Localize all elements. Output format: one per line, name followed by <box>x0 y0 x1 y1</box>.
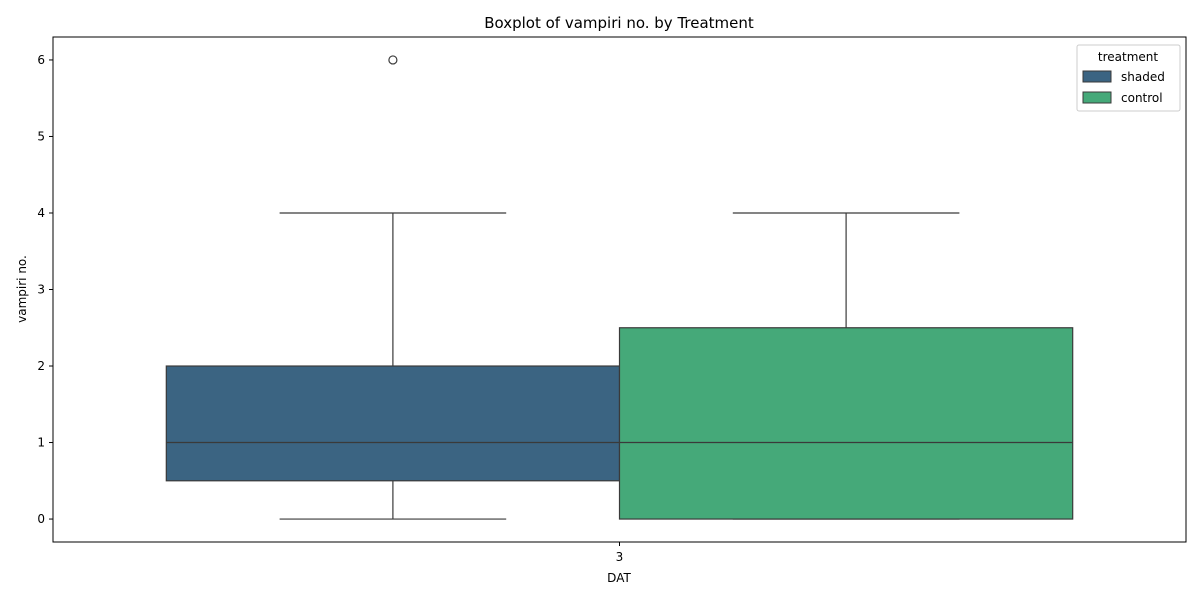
plot-area <box>165 55 1074 520</box>
y-tick-label: 2 <box>37 359 45 373</box>
x-axis: 3 <box>616 542 624 564</box>
legend-label-control: control <box>1121 91 1163 105</box>
legend-swatch-control <box>1082 91 1112 104</box>
y-tick-label: 6 <box>37 53 45 67</box>
y-axis-label: vampiri no. <box>15 255 29 323</box>
y-tick-label: 0 <box>37 512 45 526</box>
box-iqr <box>165 365 621 482</box>
y-tick-label: 5 <box>37 129 45 143</box>
outlier-point <box>388 55 398 65</box>
y-tick-label: 4 <box>37 206 45 220</box>
y-tick-label: 1 <box>37 436 45 450</box>
box-iqr <box>618 327 1074 520</box>
chart-title: Boxplot of vampiri no. by Treatment <box>484 14 754 32</box>
legend-label-shaded: shaded <box>1121 70 1165 84</box>
y-axis: 0 1 2 3 4 5 6 <box>37 53 53 526</box>
y-tick-label: 3 <box>37 283 45 297</box>
box-shaded <box>165 55 621 520</box>
x-axis-label: DAT <box>607 571 631 585</box>
legend: treatment shaded control <box>1076 44 1181 112</box>
x-tick-label: 3 <box>616 550 624 564</box>
box-control <box>618 212 1074 520</box>
legend-swatch-shaded <box>1082 70 1112 83</box>
legend-title: treatment <box>1098 50 1158 64</box>
